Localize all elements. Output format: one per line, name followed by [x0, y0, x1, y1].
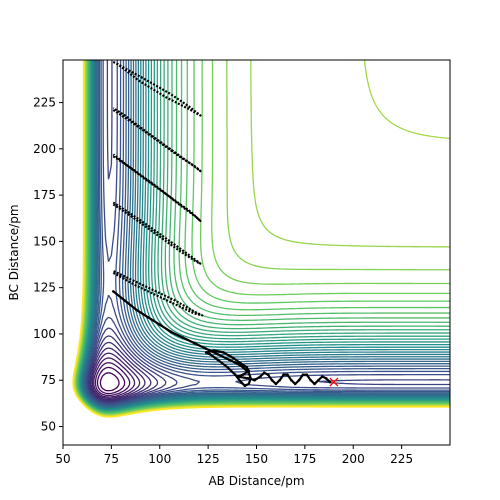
oscillation-loop: [112, 60, 202, 117]
trajectory-point: [231, 356, 235, 360]
oscillation-loop: [112, 201, 202, 265]
y-tick-label: 225: [33, 96, 56, 110]
trajectory-point: [146, 315, 150, 319]
oscillation-loop: [112, 153, 202, 223]
x-tick-label: 225: [390, 452, 413, 466]
trajectory-point: [301, 373, 305, 376]
contour-line: [99, 372, 120, 392]
trajectory-point: [239, 380, 243, 384]
trajectory-point: [328, 380, 332, 384]
trajectory-point: [193, 341, 196, 345]
trajectory-point: [262, 371, 266, 375]
trajectory-point: [204, 347, 208, 351]
contour-line: [88, 335, 159, 403]
x-tick-label: 175: [293, 452, 316, 466]
contour-lines: [72, 60, 450, 418]
trajectory-point: [222, 351, 225, 354]
trajectory-point: [170, 330, 173, 334]
trajectory-point: [270, 378, 274, 382]
oscillation-loop: [112, 270, 204, 317]
endpoint-marker: [329, 377, 339, 387]
y-tick-label: 200: [33, 142, 56, 156]
trajectory-point: [320, 375, 324, 378]
x-tick-label: 125: [197, 452, 220, 466]
trajectory-point: [228, 358, 231, 362]
trajectory-point: [317, 378, 320, 382]
contour-line: [91, 352, 141, 400]
x-axis-label: AB Distance/pm: [208, 474, 304, 488]
x-axis-ticks: 50 75 100 125 150 175 200 225: [55, 445, 413, 466]
trajectory-point: [278, 378, 282, 382]
trajectory-point: [123, 299, 127, 302]
trajectory-point: [158, 323, 162, 326]
trajectory-point: [324, 377, 328, 380]
y-tick-label: 125: [33, 281, 56, 295]
y-tick-label: 75: [41, 373, 56, 387]
trajectory-point: [274, 382, 278, 386]
trajectory-point: [253, 378, 256, 382]
trajectory-point: [247, 369, 251, 373]
trajectory-point: [313, 382, 316, 386]
trajectory-point: [243, 384, 247, 388]
x-tick-label: 100: [148, 452, 171, 466]
trajectory-point: [241, 373, 245, 376]
trajectory-point: [181, 336, 185, 339]
trajectory-point: [293, 382, 297, 386]
y-tick-label: 150: [33, 234, 56, 248]
trajectory-point: [235, 362, 239, 365]
trajectory-point: [112, 290, 115, 293]
y-tick-label: 50: [41, 419, 56, 433]
trajectory-point: [266, 373, 270, 376]
trajectory-point: [216, 353, 220, 356]
y-axis-ticks: 50 75 100 125 150 175 200 225: [33, 96, 63, 433]
trajectory-layer: [112, 60, 339, 388]
trajectory-point: [135, 308, 138, 312]
trajectory-point: [247, 377, 251, 380]
trajectory-path: [112, 290, 331, 387]
trajectory-point: [204, 351, 208, 354]
contour-line: [89, 341, 152, 402]
x-tick-label: 200: [342, 452, 365, 466]
x-tick-label: 75: [104, 452, 119, 466]
trajectory-point: [208, 353, 212, 356]
y-axis-label: BC Distance/pm: [7, 204, 21, 300]
contour-line: [96, 366, 126, 395]
oscillation-loop: [112, 107, 202, 173]
trajectory-point: [247, 371, 251, 375]
trajectory-point: [297, 378, 301, 382]
contour-line: [90, 347, 146, 401]
trajectory-point: [226, 365, 229, 369]
trajectory-point: [305, 373, 309, 376]
x-tick-label: 50: [55, 452, 70, 466]
trajectory-point: [259, 375, 262, 378]
y-tick-label: 175: [33, 188, 56, 202]
trajectory-point: [239, 362, 243, 365]
y-tick-label: 100: [33, 327, 56, 341]
trajectory-point: [245, 365, 249, 369]
contour-line: [93, 357, 136, 398]
contour-line: [87, 327, 167, 404]
trajectory-point: [282, 373, 285, 376]
trajectory-point: [309, 378, 312, 382]
trajectory-point: [216, 358, 220, 362]
trajectory-point: [212, 349, 216, 352]
trajectory-point: [290, 378, 293, 382]
trajectory-point: [249, 377, 252, 380]
contour-line: [94, 361, 131, 397]
trajectory-point: [286, 373, 289, 376]
trajectory-point: [233, 373, 237, 376]
trajectory-point: [247, 382, 251, 386]
x-tick-label: 150: [245, 452, 268, 466]
trajectory-point: [241, 365, 245, 369]
contour-line: [72, 60, 450, 418]
trajectory-point: [235, 375, 239, 378]
